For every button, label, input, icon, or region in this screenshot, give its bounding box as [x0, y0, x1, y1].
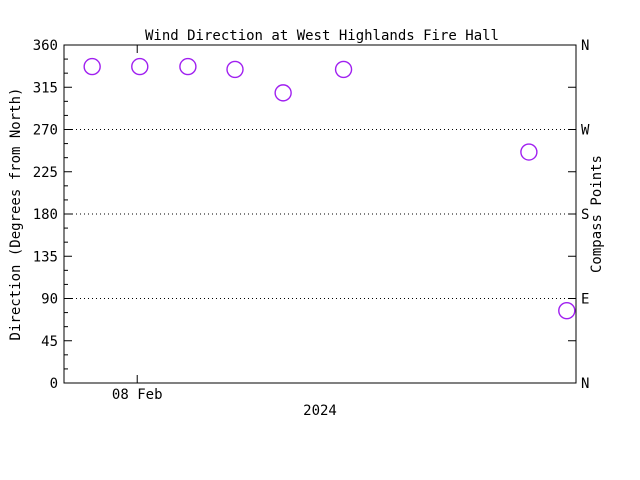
chart-title: Wind Direction at West Highlands Fire Ha… — [145, 28, 499, 44]
compass-tick-label: N — [581, 376, 589, 392]
data-point — [520, 143, 538, 161]
data-point — [83, 57, 101, 76]
x-axis-year-caption: 2024 — [303, 403, 337, 419]
data-point — [274, 84, 292, 102]
data-point — [334, 60, 353, 79]
compass-tick-label: W — [581, 123, 590, 139]
data-point — [558, 302, 576, 320]
y-tick-label: 135 — [33, 249, 58, 265]
data-point — [131, 57, 149, 76]
y-tick-label: 360 — [33, 38, 58, 54]
y-axis-label-right: Compass Points — [589, 155, 605, 273]
y-tick-label: 0 — [50, 376, 58, 392]
y-axis-label-left: Direction (Degrees from North) — [8, 88, 24, 341]
y-tick-label: 180 — [33, 207, 58, 223]
data-point — [179, 57, 197, 76]
compass-tick-label: N — [581, 38, 589, 54]
data-point — [226, 60, 244, 79]
y-tick-label: 45 — [41, 334, 58, 350]
y-tick-label: 225 — [33, 165, 58, 181]
y-tick-label: 315 — [33, 80, 58, 96]
x-tick-label: 08 Feb — [112, 387, 163, 403]
compass-tick-label: S — [581, 207, 589, 223]
compass-tick-label: E — [581, 292, 589, 308]
chart-generated-layer: 0 45 90 135 180 225 270 315 360 N W S E N 08 Feb — [33, 38, 590, 403]
y-tick-label: 90 — [41, 292, 58, 308]
y-tick-label: 270 — [33, 123, 58, 139]
